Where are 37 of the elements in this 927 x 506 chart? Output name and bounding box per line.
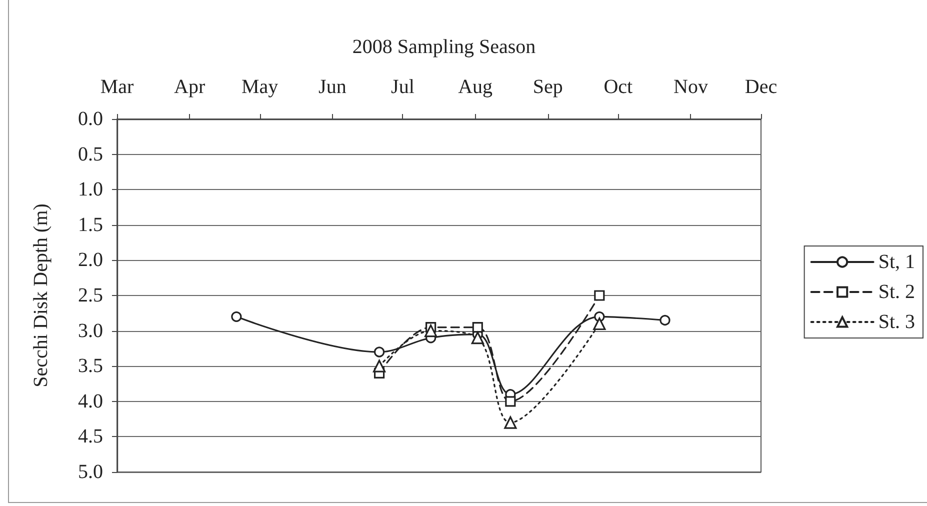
legend-label: St, 1 bbox=[878, 251, 916, 273]
point bbox=[374, 346, 385, 358]
point bbox=[593, 317, 606, 330]
legend-label: St. 3 bbox=[878, 311, 916, 333]
point bbox=[372, 360, 386, 372]
y-axis-title: Secchi Disk Depth (m) bbox=[30, 204, 52, 388]
x-tick-label: Aug bbox=[458, 76, 493, 98]
point bbox=[594, 290, 605, 301]
x-tick-label: Oct bbox=[604, 76, 634, 98]
y-tick-label: 4.5 bbox=[78, 426, 103, 448]
y-tick-label: 5.0 bbox=[78, 461, 103, 483]
x-tick-label: May bbox=[242, 76, 278, 98]
x-tick-label: Nov bbox=[674, 76, 708, 98]
x-tick-label: Apr bbox=[174, 76, 206, 98]
point bbox=[505, 396, 516, 407]
x-tick-label: Jun bbox=[318, 76, 346, 98]
point bbox=[472, 322, 483, 333]
point bbox=[424, 324, 438, 338]
y-tick-label: 3.0 bbox=[78, 320, 103, 342]
y-tick-label: 1.5 bbox=[78, 214, 103, 236]
chart-title: 2008 Sampling Season bbox=[352, 36, 536, 58]
point bbox=[471, 332, 484, 344]
x-tick-label: Jul bbox=[391, 76, 415, 98]
legend-label: St. 2 bbox=[878, 281, 916, 303]
point bbox=[660, 314, 670, 326]
x-tick-label: Dec bbox=[744, 76, 778, 98]
point bbox=[504, 416, 517, 429]
y-tick-label: 1.0 bbox=[78, 178, 103, 201]
y-tick-label: 2.0 bbox=[78, 249, 103, 272]
x-tick-label: Sep bbox=[532, 76, 563, 98]
y-tick-label: 4.0 bbox=[78, 390, 103, 412]
y-tick-label: 2.5 bbox=[78, 284, 103, 306]
point bbox=[231, 311, 242, 322]
x-tick-label: Mar bbox=[100, 76, 134, 98]
y-tick-label: 0.0 bbox=[78, 108, 103, 130]
y-tick-label: 3.5 bbox=[78, 355, 103, 378]
y-tick-label: 0.5 bbox=[78, 143, 103, 166]
